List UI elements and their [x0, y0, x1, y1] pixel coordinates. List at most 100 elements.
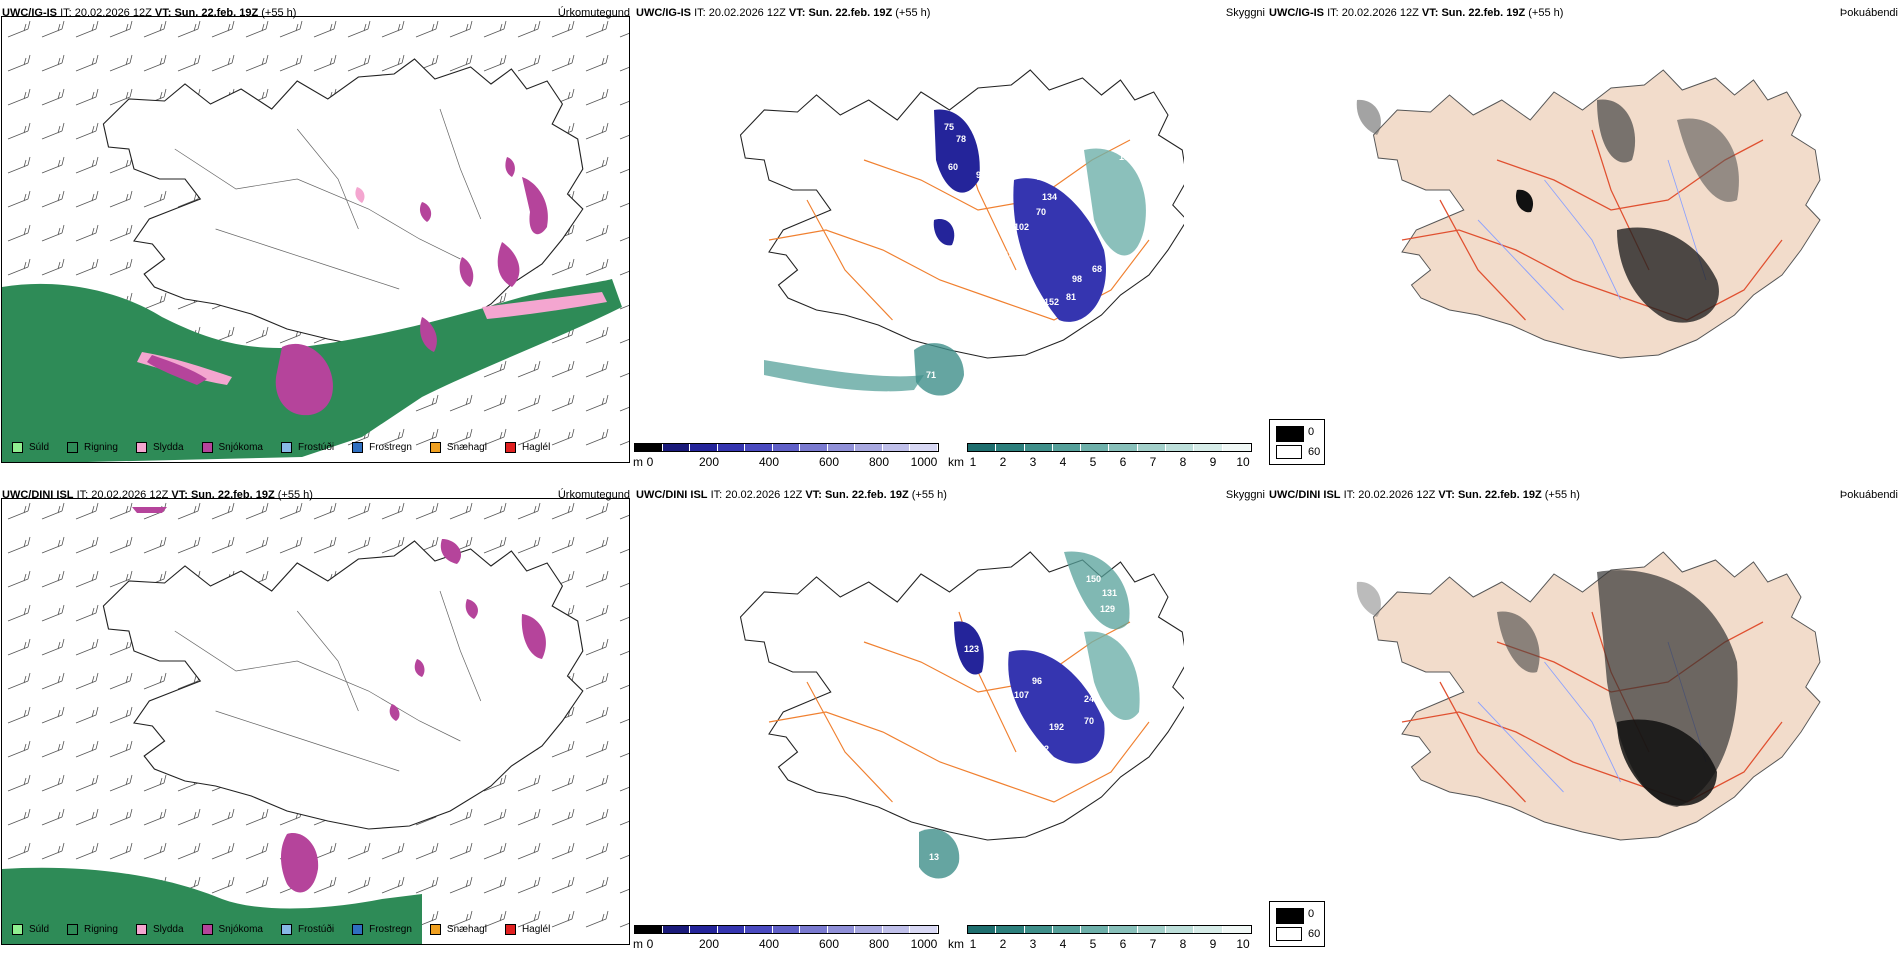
fog-legend-swatch-low — [1276, 908, 1304, 924]
ceiling-label: 96 — [1032, 676, 1042, 686]
colorbar-step — [882, 926, 911, 933]
colorbar-step — [635, 926, 663, 933]
visibility-colorbar: km 1 2 3 4 5 6 7 8 9 10 — [948, 439, 1254, 475]
colorbar-ticks: 1 2 3 4 5 6 7 8 9 10 — [949, 937, 1254, 953]
panel-title: Skyggni — [1225, 7, 1265, 19]
legend-label: Frostregn — [369, 441, 412, 453]
colorbar-step — [968, 444, 997, 451]
forecast-row-dini: Súld Rigning Slydda Snjókoma Frostúði Fr… — [0, 482, 1900, 957]
vt-label: VT: — [1438, 489, 1455, 501]
snow-area-small — [414, 659, 425, 677]
colorbar-tick: 400 — [758, 937, 780, 951]
colorbar-step — [827, 444, 856, 451]
colorbar-step — [717, 444, 746, 451]
init-time: 20.02.2026 12Z — [91, 489, 169, 501]
swatch-freezing-rain — [352, 441, 364, 453]
precip-type-panel: Súld Rigning Slydda Snjókoma Frostúði Fr… — [0, 0, 632, 475]
legend-label: Frostúði — [297, 441, 335, 453]
legend-label: Haglél — [521, 923, 551, 935]
colorbar-tick: 400 — [758, 455, 780, 469]
visibility-area-east — [1084, 631, 1140, 721]
ceiling-label: 60 — [948, 162, 958, 172]
colorbar-tick: 7 — [1149, 455, 1157, 469]
snow-area-ne — [505, 157, 515, 177]
swatch-sleet — [135, 923, 147, 935]
roads-network — [1401, 129, 1783, 321]
colorbar-step — [662, 926, 691, 933]
vt-label: VT: — [805, 489, 822, 501]
fog-legend-swatch-high — [1276, 927, 1302, 941]
ceiling-label: 123 — [964, 644, 979, 654]
legend-label: Slydda — [152, 441, 184, 453]
roads-network — [768, 129, 1150, 321]
valid-time: Sun. 22.feb. 19Z — [824, 489, 909, 501]
init-time: 20.02.2026 12Z — [1341, 7, 1419, 19]
ceiling-area-east — [1013, 178, 1106, 322]
model-name: UWC/IG-IS — [1269, 7, 1324, 19]
ceiling-label: 133 — [1016, 729, 1031, 739]
it-label: IT: — [1327, 7, 1339, 19]
lead-time: (+55 h) — [1528, 7, 1564, 19]
panel-title: Úrkomutegund — [557, 7, 630, 19]
ceiling-label: 152 — [1044, 297, 1059, 307]
fog-legend-swatch-low — [1276, 426, 1304, 442]
legend-item-sleet: Slydda — [128, 923, 184, 935]
colorbar-step — [635, 444, 663, 451]
iceland-land — [1373, 69, 1821, 359]
colorbar-step — [717, 926, 746, 933]
colorbar-tick: 7 — [1149, 937, 1157, 951]
colorbar-tick: 2 — [999, 937, 1007, 951]
legend-item-drizzle: Súld — [4, 923, 50, 935]
ceiling-label: 102 — [1014, 222, 1029, 232]
ceiling-label: 152 — [1034, 744, 1049, 754]
legend-item-sleet: Slydda — [128, 441, 184, 453]
colorbar-step — [800, 444, 828, 451]
ceiling-label: 131 — [1119, 152, 1134, 162]
colorbar-tick: 4 — [1059, 937, 1067, 951]
legend-item-hail: Haglél — [497, 923, 551, 935]
colorbar-step — [1052, 444, 1082, 451]
fog-legend-swatch-high — [1276, 445, 1302, 459]
colorbar-tick: 3 — [1029, 937, 1037, 951]
colorbar-tick: 9 — [1209, 937, 1217, 951]
legend-label: Snjókoma — [218, 441, 263, 453]
legend-item-freezing-rain: Frostregn — [344, 923, 412, 935]
swatch-graupel — [429, 441, 441, 453]
fog-legend-low: 0 — [1308, 908, 1315, 920]
swatch-freezing-drizzle — [280, 923, 292, 935]
ceiling-label: 71 — [926, 370, 936, 380]
it-label: IT: — [694, 7, 706, 19]
precip-map-frame: Súld Rigning Slydda Snjókoma Frostúði Fr… — [1, 16, 630, 463]
visibility-panel: UWC/IG-IS IT: 20.02.2026 12Z VT: Sun. 22… — [633, 0, 1267, 475]
colorbar-ticks: 0 200 400 600 800 1000 — [634, 937, 939, 953]
colorbar-step — [1024, 926, 1053, 933]
lead-time: (+55 h) — [1544, 489, 1580, 501]
model-name: UWC/DINI ISL — [2, 489, 74, 501]
panel-header: UWC/DINI ISL IT: 20.02.2026 12Z VT: Sun.… — [636, 488, 1265, 502]
ceiling-label: 107 — [1014, 690, 1029, 700]
it-label: IT: — [710, 489, 723, 501]
colorbar-tick: 200 — [698, 937, 720, 951]
colorbar-step — [1166, 926, 1195, 933]
legend-label: Slydda — [152, 923, 184, 935]
sleet-area-n — [355, 187, 365, 203]
fog-map — [1356, 69, 1821, 359]
legend-label: Súld — [29, 441, 50, 453]
fog-area-westfjords — [1356, 99, 1381, 135]
colorbar-step — [745, 926, 773, 933]
ceiling-value-labels: 75 78 60 93 79 134 151 102 70 98 68 81 1… — [926, 122, 1134, 380]
colorbar-tick: 200 — [698, 455, 720, 469]
colorbar-tick: 0 — [646, 455, 654, 469]
ceiling-label: 81 — [1066, 292, 1076, 302]
panel-header: UWC/IG-IS IT: 20.02.2026 12Z VT: Sun. 22… — [1269, 6, 1898, 20]
colorbar-tick: 8 — [1179, 937, 1187, 951]
swatch-freezing-drizzle — [280, 441, 292, 453]
legend-label: Haglél — [521, 441, 551, 453]
snow-area-small2 — [389, 704, 400, 721]
legend-label: Súld — [29, 923, 50, 935]
fog-area-center — [1515, 189, 1534, 213]
valid-time: Sun. 22.feb. 19Z — [1441, 7, 1526, 19]
ceiling-label: 134 — [1042, 192, 1057, 202]
colorbar-step — [1081, 444, 1110, 451]
colorbar-tick: 1000 — [910, 937, 938, 951]
